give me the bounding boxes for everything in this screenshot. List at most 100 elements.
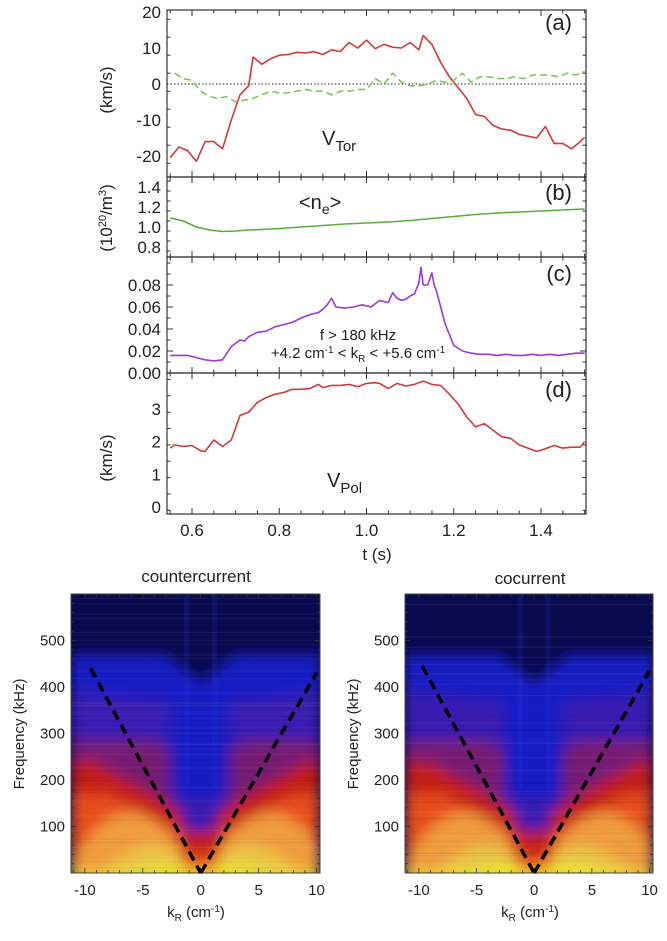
noise-stripe xyxy=(405,857,653,859)
noise-stripe xyxy=(405,852,653,854)
noise-stripe xyxy=(405,674,653,676)
noise-stripe xyxy=(405,742,653,744)
noise-stripe xyxy=(405,636,653,638)
noise-stripe xyxy=(71,670,320,672)
noise-stripe xyxy=(71,627,320,629)
noise-stripe xyxy=(405,694,653,696)
noise-stripe xyxy=(405,608,653,610)
x-tick-label: 0.8 xyxy=(267,521,291,540)
noise-stripe xyxy=(405,739,653,741)
noise-stripe xyxy=(405,715,653,717)
noise-stripe xyxy=(71,713,320,715)
noise-stripe xyxy=(405,840,653,842)
noise-stripe xyxy=(71,764,320,766)
heatmap-intensity xyxy=(71,654,320,873)
noise-stripe xyxy=(71,734,320,736)
noise-stripe xyxy=(405,860,653,862)
heatmap-intensity xyxy=(405,654,653,873)
ylabel-b-pre: (10 xyxy=(97,227,116,252)
noise-stripe xyxy=(71,743,320,745)
noise-stripe xyxy=(405,856,653,858)
noise-stripe xyxy=(405,812,653,814)
hl-x-pre: k xyxy=(167,904,175,921)
heatmap-countercurrent-xlabel: kR (cm-1) xyxy=(167,904,225,924)
ylabel-b-sup2: 3 xyxy=(97,190,109,196)
c-ann-mid2: < +5.6 cm xyxy=(365,345,436,362)
panel-d-annotation: VPol xyxy=(327,470,362,497)
x-tick-label: 1.0 xyxy=(355,521,379,540)
noise-stripe xyxy=(405,664,653,666)
noise-stripe xyxy=(405,647,653,649)
noise-stripe xyxy=(405,795,653,797)
c-ann-mid: < k xyxy=(334,345,359,362)
panel-d-tag: (d) xyxy=(545,377,572,402)
dispersion-dashed-line xyxy=(420,665,536,874)
noise-stripe xyxy=(405,782,653,784)
hl-x-sub: R xyxy=(175,913,182,924)
heatmap-cocurrent-dashed-lines xyxy=(420,665,652,874)
noise-stripe xyxy=(405,769,653,771)
vertical-streak xyxy=(546,594,551,790)
noise-stripe xyxy=(405,832,653,834)
noise-stripe xyxy=(405,603,653,605)
heatmap-countercurrent-ytick-labels: 100 200 300 400 500 xyxy=(40,633,65,836)
vertical-streak xyxy=(518,594,523,790)
noise-stripe xyxy=(71,707,320,709)
panel-b: 1.41.21.00.8 (1020/m3) (b) <ne> xyxy=(97,176,587,258)
noise-stripe xyxy=(71,842,320,844)
x-tick-label: 5 xyxy=(254,882,262,899)
noise-stripe xyxy=(405,677,653,679)
y-tick-label: 3 xyxy=(152,400,161,419)
noise-stripe xyxy=(71,678,320,680)
noise-stripe xyxy=(71,729,320,731)
vertical-streak xyxy=(212,594,217,790)
y-tick-label: 0 xyxy=(152,498,161,517)
x-tick-label: -10 xyxy=(408,882,430,899)
x-tick-label: 10 xyxy=(641,882,658,899)
noise-stripe xyxy=(405,615,653,617)
noise-stripe xyxy=(405,611,653,613)
panel-d-ylabel: (km/s) xyxy=(97,434,116,481)
noise-stripe xyxy=(405,722,653,724)
noise-stripe xyxy=(405,672,653,674)
hr-x-mid: (cm xyxy=(516,904,545,921)
y-tick-label: 0.06 xyxy=(128,298,161,317)
noise-stripe xyxy=(405,869,653,871)
noise-stripe xyxy=(71,644,320,646)
x-tick-label: -5 xyxy=(470,882,483,899)
time-axis-label: t (s) xyxy=(362,545,391,564)
hr-x-pre: k xyxy=(501,904,509,921)
y-tick-label: 20 xyxy=(142,3,161,22)
y-tick-label: 0.04 xyxy=(128,320,161,339)
noise-stripe xyxy=(71,597,320,599)
noise-stripe xyxy=(405,798,653,800)
hl-x-post: ) xyxy=(220,904,225,921)
noise-stripe xyxy=(71,640,320,642)
noise-stripe xyxy=(405,657,653,659)
panel-c-ytick-labels: 0.08 0.06 0.04 0.02 0.00 xyxy=(128,276,161,383)
y-tick-label: 0.00 xyxy=(128,364,161,383)
noise-stripe xyxy=(71,787,320,789)
noise-stripe xyxy=(405,811,653,812)
noise-stripe xyxy=(405,817,653,819)
noise-stripe xyxy=(71,627,320,629)
panel-d-ytick-labels: 3 2 1 0 xyxy=(152,400,161,517)
noise-stripe xyxy=(71,861,320,863)
noise-stripe xyxy=(405,697,653,699)
panel-b-tag: (b) xyxy=(545,180,572,205)
vpol-main: V xyxy=(327,470,341,492)
heatmap-countercurrent-ylabel: Frequency (kHz) xyxy=(11,679,28,790)
heatmap-countercurrent-image xyxy=(71,594,320,873)
noise-stripe xyxy=(405,720,653,722)
noise-stripe xyxy=(405,793,653,795)
noise-stripe xyxy=(405,828,653,830)
noise-stripe xyxy=(71,771,320,773)
heatmap-cocurrent-ytick-labels: 100 200 300 400 500 xyxy=(374,633,399,836)
ne-post: > xyxy=(330,192,342,214)
y-tick-label: 400 xyxy=(374,679,399,696)
panel-c-series xyxy=(170,266,585,362)
noise-stripe xyxy=(405,658,653,660)
panel-a: 20 10 0 -10 -20 (km/s) (a) VTor xyxy=(97,3,587,178)
ylabel-b-mid: /m xyxy=(97,196,116,215)
vtor-main: V xyxy=(322,128,336,150)
